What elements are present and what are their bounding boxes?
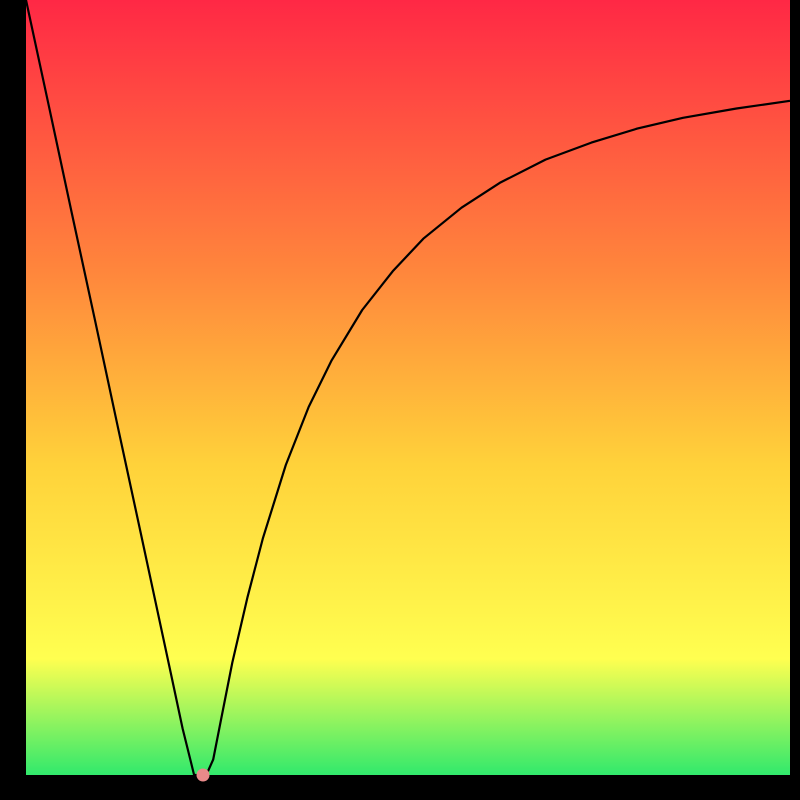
minimum-marker — [197, 769, 210, 782]
gradient-plot-area — [26, 0, 790, 775]
